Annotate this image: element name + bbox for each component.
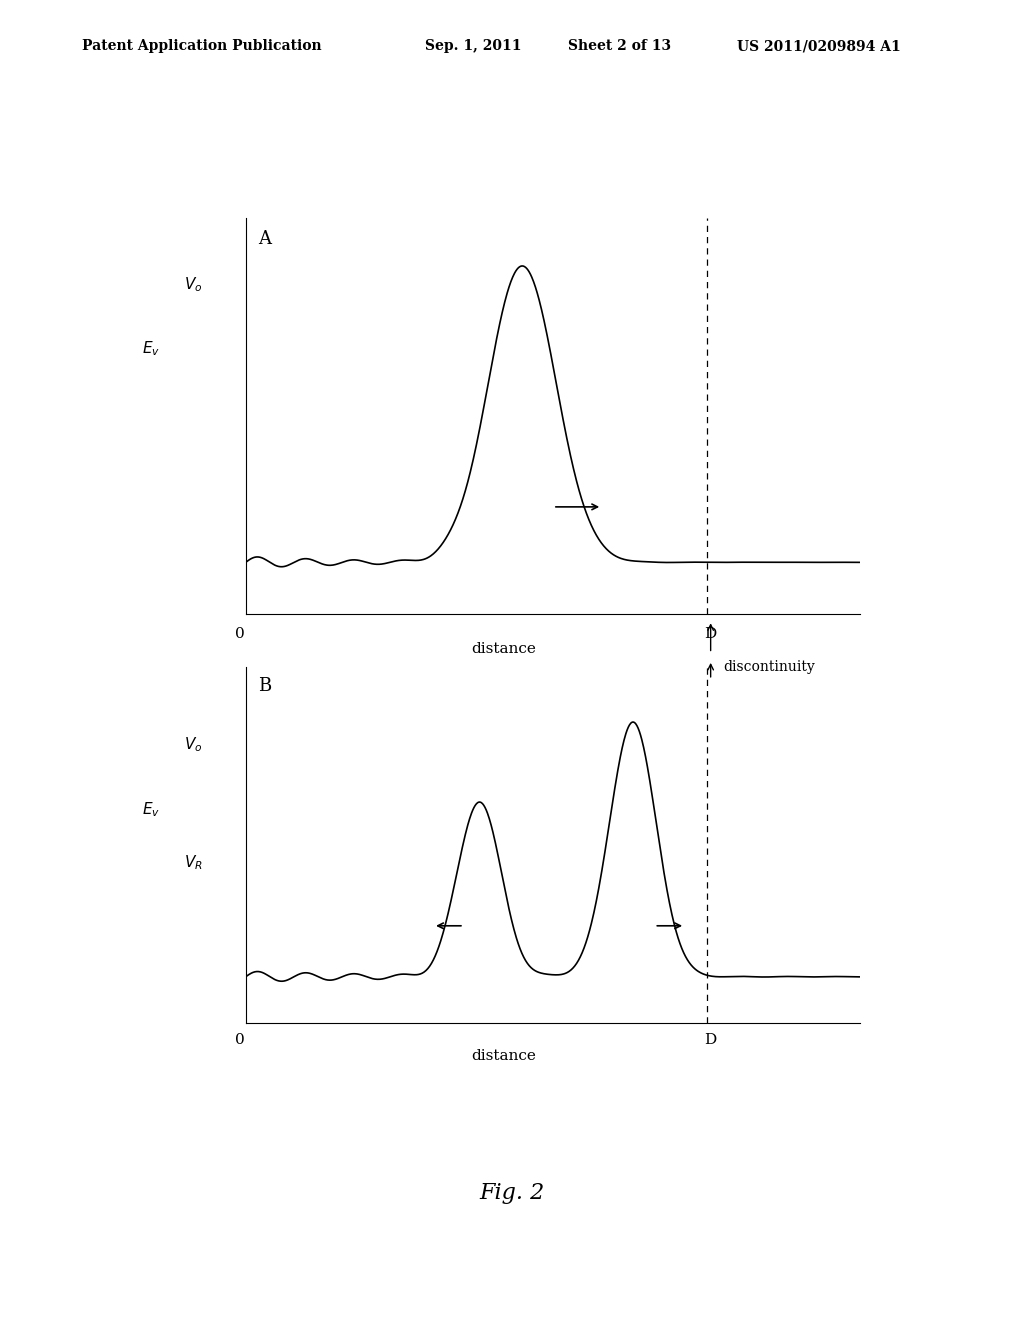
Text: $V_o$: $V_o$ xyxy=(184,276,203,294)
Text: B: B xyxy=(258,677,271,696)
Text: Patent Application Publication: Patent Application Publication xyxy=(82,40,322,53)
Text: A: A xyxy=(258,230,271,248)
Text: distance: distance xyxy=(471,643,537,656)
Text: discontinuity: discontinuity xyxy=(723,660,815,675)
Text: 0: 0 xyxy=(234,627,245,640)
Text: D: D xyxy=(705,1034,717,1047)
Text: $E_v$: $E_v$ xyxy=(141,800,160,818)
Text: Fig. 2: Fig. 2 xyxy=(479,1181,545,1204)
Text: D: D xyxy=(705,627,717,640)
Text: $V_o$: $V_o$ xyxy=(184,735,203,754)
Text: Sep. 1, 2011: Sep. 1, 2011 xyxy=(425,40,521,53)
Text: Sheet 2 of 13: Sheet 2 of 13 xyxy=(568,40,672,53)
Text: $V_R$: $V_R$ xyxy=(184,853,203,873)
Text: US 2011/0209894 A1: US 2011/0209894 A1 xyxy=(737,40,901,53)
Text: 0: 0 xyxy=(234,1034,245,1047)
Text: distance: distance xyxy=(471,1049,537,1063)
Text: $E_v$: $E_v$ xyxy=(141,339,160,358)
